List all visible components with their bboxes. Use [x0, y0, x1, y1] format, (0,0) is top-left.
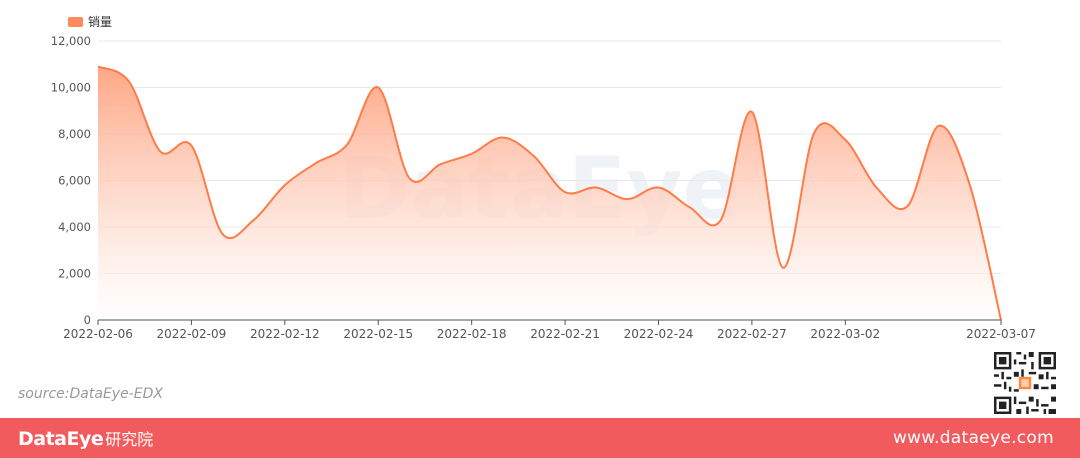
y-tick-label: 10,000 — [51, 81, 91, 95]
series-line — [97, 65, 1002, 321]
website-link[interactable]: www.dataeye.com — [892, 428, 1054, 448]
y-tick-label: 12,000 — [51, 34, 91, 48]
x-axis: 2022-02-06 2022-02-09 2022-02-12 2022-02-15… — [63, 319, 1036, 341]
x-tick-label: 2022-02-12 — [250, 327, 320, 341]
y-tick-label: 4,000 — [58, 220, 91, 234]
x-tick-label: 2022-02-24 — [624, 327, 694, 341]
x-tick-label: 2022-02-21 — [530, 327, 600, 341]
x-tick-label: 2022-02-15 — [343, 327, 413, 341]
qr-code-icon — [994, 352, 1056, 414]
source-note: source:DataEye-EDX — [18, 386, 163, 402]
x-tick-label: 2022-02-06 — [63, 327, 133, 341]
y-tick-label: 6,000 — [58, 174, 91, 188]
y-axis: 0 2,000 4,000 6,000 8,000 10,000 12,000 — [51, 34, 91, 327]
brand: DataEye 研究院 — [18, 426, 153, 450]
legend[interactable]: 销量 — [68, 13, 112, 30]
footer-bar: DataEye 研究院 www.dataeye.com — [0, 418, 1080, 458]
y-tick-label: 2,000 — [58, 267, 91, 281]
y-tick-label: 0 — [84, 313, 91, 327]
legend-label: 销量 — [88, 15, 113, 29]
x-tick-label: 2022-02-18 — [437, 327, 507, 341]
x-tick-label: 2022-02-27 — [717, 327, 787, 341]
series-area — [98, 66, 1001, 320]
brand-logo: DataEye — [18, 428, 104, 450]
y-tick-label: 8,000 — [58, 127, 91, 141]
x-tick-label: 2022-02-09 — [157, 327, 227, 341]
x-tick-label: 2022-03-07 — [966, 327, 1036, 341]
legend-swatch — [68, 16, 83, 27]
x-tick-label: 2022-03-02 — [810, 327, 880, 341]
brand-subtitle: 研究院 — [105, 430, 154, 449]
sales-chart: DataEye 02,0004,0006,0008,00010,00012,00… — [51, 34, 1036, 341]
